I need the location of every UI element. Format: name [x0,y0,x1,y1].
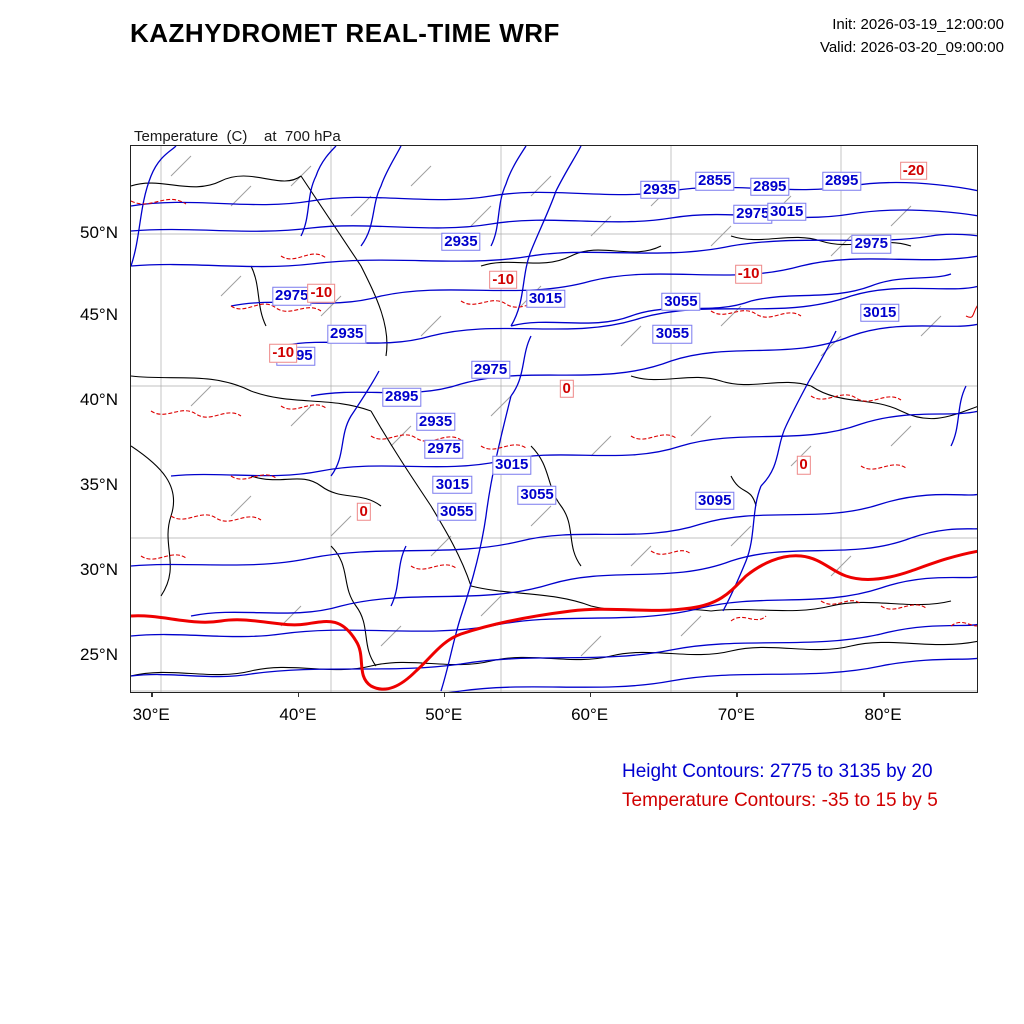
height-label: 2935 [327,325,366,344]
page-title: KAZHYDROMET REAL-TIME WRF [130,18,560,49]
temp-label: 0 [560,380,574,399]
height-label: 3095 [695,492,734,511]
height-label: 3055 [661,292,700,311]
ylabel-35N: 35°N [80,475,118,495]
ylabel-25N: 25°N [80,645,118,665]
ylabel-50N: 50°N [80,223,118,243]
height-label: 3055 [517,486,556,505]
height-label: 3015 [767,202,806,221]
legend-height-contours: Height Contours: 2775 to 3135 by 20 [622,757,938,786]
graticule-lines [131,146,978,693]
var-temperature: Temperature (C) at 700 hPa [134,126,341,147]
init-valid-block: Init: 2026-03-19_12:00:00 Valid: 2026-03… [820,14,1004,59]
ylabel-40N: 40°N [80,390,118,410]
xlabel-40E: 40°E [279,705,316,725]
height-label: 3055 [653,325,692,344]
legend-block: Height Contours: 2775 to 3135 by 20 Temp… [622,757,938,816]
height-label: 3015 [492,456,531,475]
legend-temp-contours: Temperature Contours: -35 to 15 by 5 [622,786,938,815]
xlabel-70E: 70°E [718,705,755,725]
height-label: 2935 [441,232,480,251]
temp-label: 0 [796,456,810,475]
valid-label: Valid: 2026-03-20_09:00:00 [820,37,1004,60]
temp-label: -10 [489,271,517,290]
height-label: 2895 [822,172,861,191]
contour-map[interactable]: 2855 2935 2895 2895 2975 3015 2935 2975 … [130,145,978,693]
height-label: 2975 [424,440,463,459]
x-axis-labels: 30°E 40°E 50°E 60°E 70°E 80°E [130,697,978,727]
temp-label: -20 [900,161,928,180]
init-label: Init: 2026-03-19_12:00:00 [820,14,1004,37]
y-axis-labels: 50°N 45°N 40°N 35°N 30°N 25°N [40,145,130,693]
temperature-contours [131,199,978,626]
zero-isotherm-highlight [131,551,978,689]
height-label: 2935 [640,180,679,199]
height-label: 2935 [416,412,455,431]
height-label: 3015 [860,303,899,322]
temp-label: -10 [308,284,336,303]
temp-label: 0 [356,503,370,522]
temp-label: -10 [269,344,297,363]
ylabel-30N: 30°N [80,560,118,580]
height-label: 2895 [750,178,789,197]
height-label: 3015 [433,475,472,494]
height-label: 3015 [526,290,565,309]
height-label: 2895 [382,388,421,407]
height-contours [131,146,978,693]
height-label: 2975 [272,287,311,306]
height-label: 2855 [695,172,734,191]
xlabel-80E: 80°E [864,705,901,725]
xlabel-60E: 60°E [571,705,608,725]
height-label: 3055 [437,503,476,522]
height-label: 2975 [852,235,891,254]
xlabel-30E: 30°E [133,705,170,725]
ylabel-45N: 45°N [80,305,118,325]
xlabel-50E: 50°E [425,705,462,725]
temp-label: -10 [735,265,763,284]
height-label: 2975 [471,361,510,380]
